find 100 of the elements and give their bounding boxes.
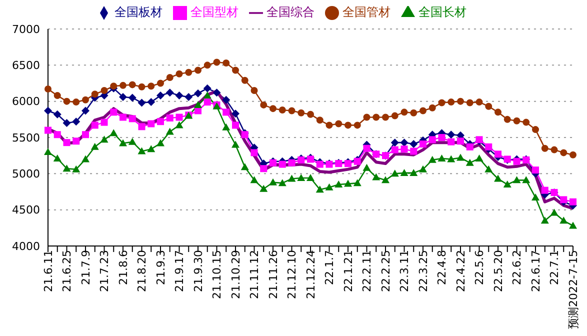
point [390, 170, 399, 177]
point [438, 99, 446, 106]
point [222, 96, 230, 104]
point [288, 159, 296, 166]
point [128, 115, 136, 122]
x-tick-label: 21.11.12 [248, 250, 262, 299]
point [176, 70, 183, 78]
y-tick-label: 7000 [12, 22, 40, 36]
point [400, 168, 408, 176]
x-tick-label: 21.6.25 [60, 250, 74, 292]
y-tick-label: 5500 [12, 131, 40, 144]
point [494, 150, 502, 158]
point [391, 112, 398, 120]
point [119, 92, 127, 101]
point [138, 83, 146, 90]
point [503, 180, 512, 188]
point [232, 66, 239, 74]
x-tick-label: 22.5.20 [492, 250, 505, 292]
point [485, 102, 492, 110]
point [203, 92, 212, 99]
point [147, 145, 156, 152]
y-tick-label: 4000 [12, 240, 40, 253]
point [512, 176, 521, 184]
point [194, 100, 202, 108]
legend-label: 全国综合 [266, 5, 314, 19]
point [138, 147, 146, 154]
point [166, 114, 174, 122]
x-tick-label: 21.9.3 [154, 250, 168, 285]
point [175, 121, 184, 128]
x-tick-label: 22.5.6 [473, 250, 486, 285]
point [110, 108, 118, 116]
legend-label: 全国长材 [418, 5, 466, 19]
point [513, 117, 520, 124]
point [72, 138, 80, 145]
point [100, 136, 108, 143]
point [334, 180, 343, 188]
point [363, 144, 370, 152]
point [362, 164, 371, 171]
legend-label: 全国管材 [342, 5, 390, 19]
point [306, 174, 314, 182]
point [63, 98, 70, 105]
point [157, 80, 164, 87]
point [288, 174, 296, 182]
point [148, 120, 155, 128]
point [410, 168, 418, 176]
point [410, 140, 418, 148]
point [466, 158, 474, 166]
point [203, 84, 212, 92]
point [400, 108, 408, 116]
point [485, 143, 492, 150]
point [250, 176, 258, 184]
x-tick-label: 22.1.7 [323, 250, 336, 285]
x-tick-label: 21.11.26 [266, 250, 280, 299]
point [260, 184, 268, 192]
x-tick-label: 21.7.9 [79, 250, 92, 285]
x-tick-label: 21.12.10 [286, 250, 299, 299]
point [540, 216, 549, 224]
point [344, 122, 352, 129]
x-tick-label: 21.8.20 [136, 250, 149, 292]
point [82, 106, 90, 115]
point [232, 140, 240, 148]
point [420, 107, 426, 114]
point [269, 178, 277, 186]
point [560, 149, 568, 156]
point [194, 66, 202, 74]
point [44, 126, 52, 134]
point [456, 154, 464, 161]
point [354, 122, 361, 129]
point [448, 98, 455, 106]
point [166, 74, 174, 81]
point [53, 110, 62, 118]
point [176, 114, 183, 121]
point [63, 139, 70, 146]
point [363, 114, 370, 121]
x-tick-label: 21.12.24 [304, 250, 318, 299]
point [250, 86, 258, 94]
x-tick-label: 22.1.21 [342, 250, 355, 292]
x-tick-label: 22.3.11 [398, 250, 412, 292]
point [560, 216, 568, 224]
point [428, 136, 436, 144]
point [250, 149, 258, 156]
x-tick-label: 21.6.11 [42, 250, 55, 292]
point [466, 99, 474, 106]
point [241, 76, 248, 84]
point [325, 183, 334, 190]
point [232, 110, 240, 118]
point [62, 119, 71, 128]
point [184, 92, 193, 101]
point [438, 134, 446, 141]
point [156, 139, 164, 146]
point [91, 90, 98, 98]
point [148, 82, 155, 90]
x-tick-label: 21.10.29 [229, 250, 242, 299]
point [44, 106, 52, 115]
point [222, 108, 230, 116]
point [532, 126, 539, 134]
point [138, 98, 146, 107]
point [166, 128, 174, 135]
point [570, 198, 576, 206]
point [54, 92, 61, 100]
